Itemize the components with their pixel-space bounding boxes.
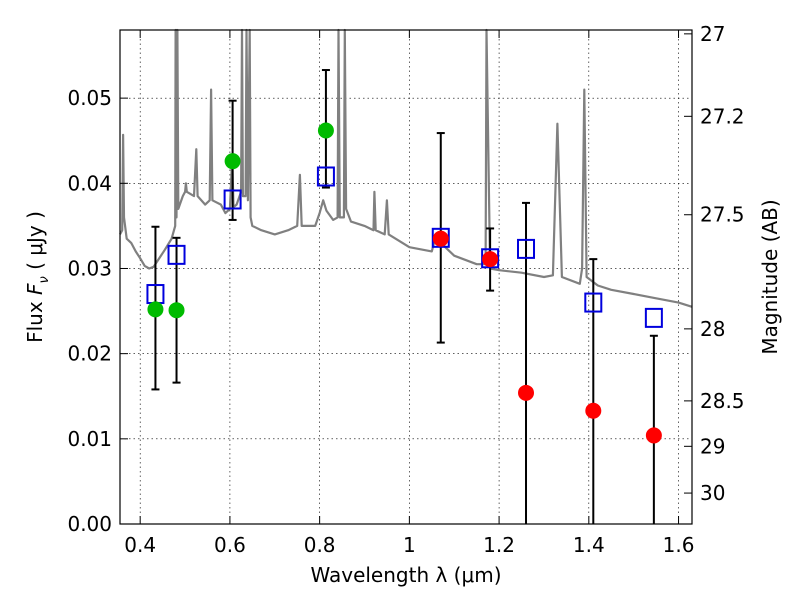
x-axis-label: Wavelength λ (μm) [310, 563, 501, 587]
grid [120, 30, 692, 525]
y-tick-label: 0.02 [67, 342, 112, 366]
red-data-point [585, 402, 602, 419]
y2-tick-label: 28 [700, 317, 725, 341]
y2-tick-label: 30 [700, 481, 725, 505]
plot-frame [119, 29, 693, 525]
model-square-marker [223, 189, 242, 210]
y-tick-label: 0.04 [67, 171, 112, 195]
y2-axis-label: Magnitude (AB) [758, 199, 782, 354]
x-tick-label: 1.4 [573, 533, 605, 557]
y2-tick-label: 27 [700, 22, 725, 46]
x-tick-label: 1.6 [663, 533, 695, 557]
red-data-point [518, 384, 535, 401]
model-square-marker [316, 166, 335, 187]
green-data-point [147, 301, 164, 318]
green-data-point [224, 153, 241, 170]
y-tick-label: 0.01 [67, 427, 112, 451]
green-data-point [168, 302, 185, 319]
model-square-marker [481, 248, 500, 269]
y2-tick-label: 27.5 [700, 203, 745, 227]
y-tick-label: 0.03 [67, 256, 112, 280]
x-tick-label: 0.6 [214, 533, 246, 557]
y-tick-label: 0.00 [67, 512, 112, 536]
y2-tick-label: 28.5 [700, 389, 745, 413]
model-square-marker [644, 307, 663, 328]
model-square-marker [167, 244, 186, 265]
model-square-marker [431, 227, 450, 248]
red-data-point [482, 251, 499, 268]
data-points [146, 122, 663, 444]
y2-tick-label: 27.2 [700, 104, 745, 128]
y-axis-label: Flux Fν ( μJy ) [23, 211, 52, 343]
axis-ticks: 0.4 0.6 0.8 1 1.2 1.4 1.6 0.00 0.01 0.02 0.03 0.04 0… [67, 22, 744, 557]
x-tick-label: 1 [403, 533, 416, 557]
model-square-marker [584, 292, 603, 313]
x-tick-label: 0.8 [304, 533, 336, 557]
y-tick-label: 0.05 [67, 86, 112, 110]
model-square-marker [517, 238, 536, 259]
error-bar [522, 201, 531, 524]
red-data-point [645, 427, 662, 444]
green-data-point [317, 122, 334, 139]
error-bar [589, 258, 598, 524]
x-tick-label: 0.4 [124, 533, 156, 557]
error-bars [151, 69, 658, 524]
x-tick-label: 1.2 [483, 533, 515, 557]
y2-tick-label: 29 [700, 434, 725, 458]
spectrum [119, 28, 693, 308]
spectrum-line [119, 28, 693, 308]
red-data-point [432, 230, 449, 247]
